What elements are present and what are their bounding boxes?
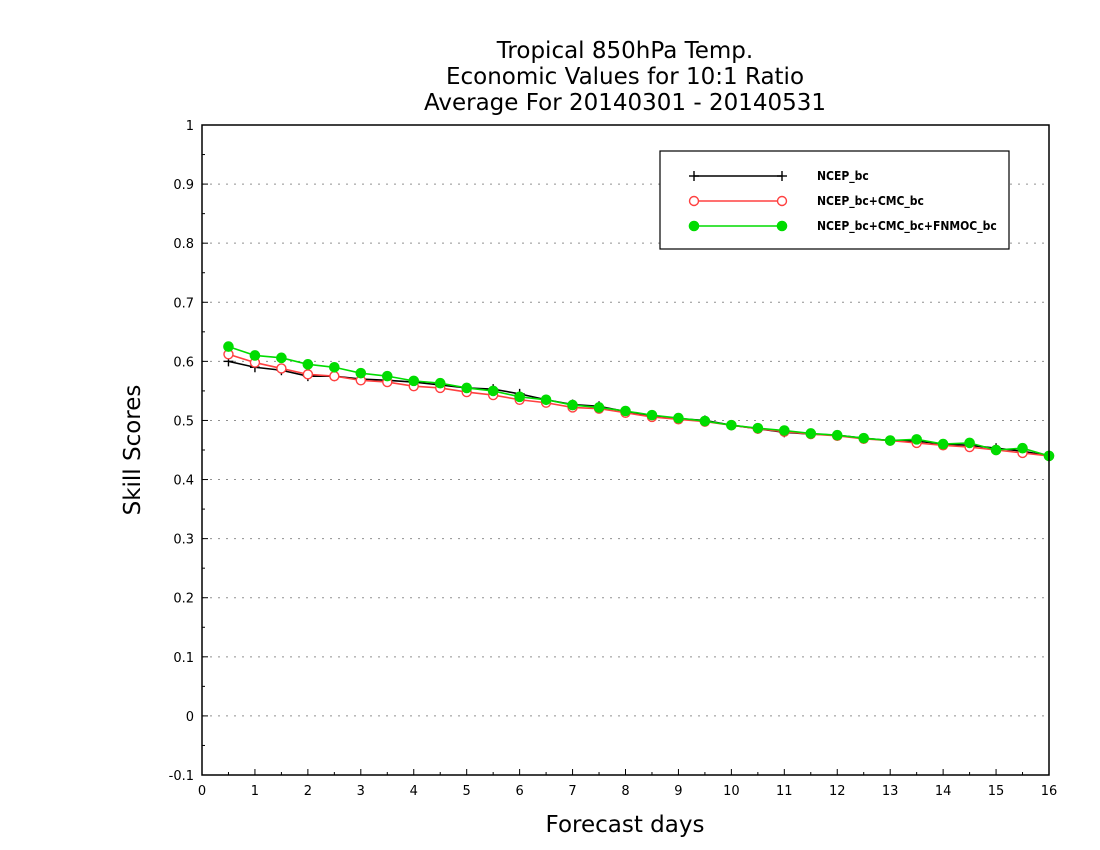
y-tick-label: 0.7 xyxy=(173,296,194,311)
data-point xyxy=(831,429,843,441)
x-tick-label: 5 xyxy=(463,784,471,799)
chart-title: Tropical 850hPa Temp.Economic Values for… xyxy=(424,38,826,116)
data-point xyxy=(1017,442,1028,454)
data-point xyxy=(593,402,605,413)
series-lines xyxy=(223,341,1055,462)
title-line: Tropical 850hPa Temp. xyxy=(496,38,753,64)
data-point xyxy=(276,352,287,364)
x-tick-label: 11 xyxy=(776,784,793,799)
data-point xyxy=(302,369,314,380)
y-tick-label: 0.2 xyxy=(173,592,194,607)
title-line: Average For 20140301 - 20140531 xyxy=(424,90,826,116)
legend-label: NCEP_bc+CMC_bc+FNMOC_bc xyxy=(817,219,997,234)
data-point xyxy=(937,438,949,450)
legend-marker xyxy=(688,195,700,207)
x-tick-label: 14 xyxy=(935,784,952,799)
data-point xyxy=(620,405,631,417)
x-tick-label: 3 xyxy=(357,784,365,799)
data-point xyxy=(673,412,684,424)
x-tick-label: 10 xyxy=(723,784,740,799)
series-0 xyxy=(223,356,1054,461)
x-tick-label: 15 xyxy=(988,784,1005,799)
legend-marker xyxy=(689,171,699,181)
data-point xyxy=(540,394,552,406)
title-line: Economic Values for 10:1 Ratio xyxy=(446,64,804,90)
legend-item: NCEP_bc+CMC_bc+FNMOC_bc xyxy=(688,219,997,234)
y-axis-ticks: -0.1 0 0.1 0.2 0.3 0.4 0.5 0.6 0.7 0.8 0.9 1 xyxy=(169,119,208,784)
legend-marker xyxy=(776,195,788,207)
data-point xyxy=(964,437,975,449)
data-point xyxy=(911,434,922,445)
data-point xyxy=(249,350,261,361)
data-point xyxy=(805,428,817,439)
y-tick-label: 0.1 xyxy=(173,651,194,666)
x-tick-label: 1 xyxy=(251,784,259,799)
x-tick-label: 8 xyxy=(621,784,629,799)
x-axis-label: Forecast days xyxy=(546,812,705,838)
x-tick-label: 7 xyxy=(568,784,576,799)
legend-marker xyxy=(776,220,788,232)
y-tick-label: -0.1 xyxy=(169,769,194,784)
data-point xyxy=(355,367,367,379)
data-point xyxy=(646,409,658,421)
data-point xyxy=(302,359,314,370)
data-point xyxy=(487,385,499,397)
y-tick-label: 0.4 xyxy=(173,474,194,489)
y-tick-label: 0 xyxy=(186,710,194,725)
data-point xyxy=(223,341,234,352)
data-point xyxy=(858,432,870,444)
x-tick-label: 2 xyxy=(304,784,312,799)
legend-marker xyxy=(777,171,787,181)
data-point xyxy=(514,391,525,403)
series-line xyxy=(228,345,1050,457)
data-point xyxy=(329,370,340,382)
series-1 xyxy=(223,349,1055,462)
data-point xyxy=(461,382,472,394)
data-point xyxy=(699,415,711,427)
data-point xyxy=(276,363,287,374)
y-tick-label: 0.3 xyxy=(173,533,194,548)
data-point xyxy=(408,375,420,387)
x-tick-label: 12 xyxy=(829,784,846,799)
legend: NCEP_bc NCEP_bc+CMC_bc NCEP_bc+CMC_bc+FNMO… xyxy=(659,150,1010,250)
y-tick-label: 0.9 xyxy=(173,178,194,193)
data-point xyxy=(884,435,896,446)
x-tick-label: 4 xyxy=(410,784,418,799)
legend-item: NCEP_bc xyxy=(689,169,869,184)
data-point xyxy=(726,419,737,431)
x-axis-ticks: 0 1 2 3 4 5 6 7 8 9 10 11 12 13 14 15 16 xyxy=(198,769,1057,799)
y-tick-label: 1 xyxy=(186,119,194,134)
data-point xyxy=(990,444,1002,456)
legend-item: NCEP_bc+CMC_bc xyxy=(688,194,924,209)
x-tick-label: 13 xyxy=(882,784,899,799)
legend-label: NCEP_bc xyxy=(817,169,869,184)
y-tick-label: 0.5 xyxy=(173,414,194,429)
y-tick-label: 0.6 xyxy=(173,355,194,370)
y-axis-label: Skill Scores xyxy=(120,385,146,516)
x-tick-label: 0 xyxy=(198,784,206,799)
x-tick-label: 6 xyxy=(515,784,523,799)
legend-marker xyxy=(688,220,700,232)
legend-box xyxy=(659,150,1010,250)
data-point xyxy=(752,422,764,434)
y-tick-label: 0.8 xyxy=(173,237,194,252)
x-tick-label: 9 xyxy=(674,784,682,799)
data-point xyxy=(434,377,446,389)
data-point xyxy=(329,361,340,373)
data-point xyxy=(567,399,578,411)
legend-label: NCEP_bc+CMC_bc xyxy=(817,194,924,209)
x-tick-label: 16 xyxy=(1041,784,1058,799)
data-point xyxy=(779,425,790,436)
data-point xyxy=(381,370,393,382)
